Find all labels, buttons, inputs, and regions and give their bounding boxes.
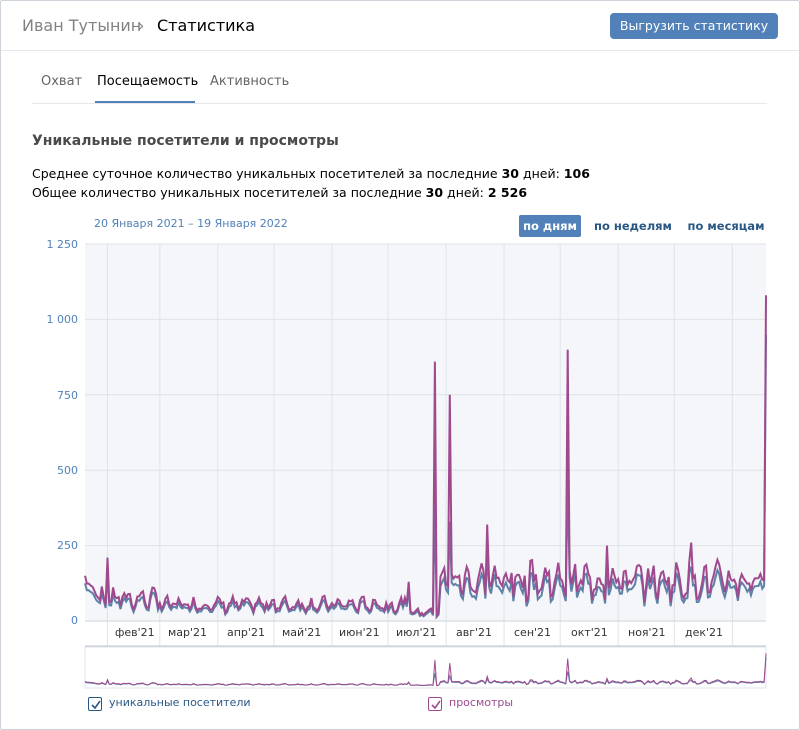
nav-views-line [84,653,767,687]
x-tick-label: июл'21 [396,626,437,639]
x-tick-label: мар'21 [168,626,208,639]
active-tab-indicator [95,101,195,103]
visitors-checkbox[interactable] [88,697,102,711]
stat-text: Среднее суточное количество уникальных п… [32,166,502,181]
y-tick-label: 500 [57,464,78,477]
page-header: Иван Тутынин › Статистика Выгрузить стат… [1,1,799,51]
legend-views-label[interactable]: просмотры [449,696,514,709]
by-days-button[interactable]: по дням [519,215,581,237]
stat-days: 30 [425,185,444,200]
x-tick-label: апр'21 [227,626,265,639]
x-tick-label: май'21 [282,626,322,639]
by-weeks-button[interactable]: по неделям [594,219,672,233]
views-line [84,295,767,619]
page-title: Статистика [157,16,255,35]
chevron-right-icon: › [138,16,145,35]
section-title: Уникальные посетители и просмотры [32,133,339,149]
x-tick-label: июн'21 [339,626,380,639]
views-checkbox[interactable] [428,697,442,711]
stats-tabs: Охват Посещаемость Активность [32,60,767,104]
tab-activity[interactable]: Активность [210,74,290,89]
x-tick-label: фев'21 [115,626,155,639]
y-tick-label: 0 [71,614,78,627]
y-tick-label: 250 [57,539,78,552]
stat-text: Общее количество уникальных посетителей … [32,185,426,200]
y-tick-label: 1 250 [46,238,79,251]
x-tick-label: окт'21 [571,626,608,639]
series-lines [84,295,767,620]
x-tick-label: авг'21 [456,626,493,639]
x-tick-label: дек'21 [685,626,724,639]
legend-visitors-label[interactable]: уникальные посетители [109,696,251,709]
tab-reach[interactable]: Охват [41,74,83,89]
navigator-lines [84,653,767,687]
by-months-button[interactable]: по месяцам [687,219,765,233]
tab-attendance[interactable]: Посещаемость [97,74,199,89]
export-stats-button[interactable]: Выгрузить статистику [610,13,778,39]
avg-daily-visitors-line: Среднее суточное количество уникальных п… [32,166,590,181]
stat-text: дней: [443,185,488,200]
x-tick-label: сен'21 [514,626,552,639]
x-tick-label: ноя'21 [628,626,666,639]
date-range[interactable]: 20 Января 2021 – 19 Января 2022 [94,217,288,230]
total-visitors-value: 2 526 [487,185,528,200]
plot-area [85,244,766,621]
visitors-line [84,334,767,620]
stat-days: 30 [501,166,519,181]
y-tick-label: 1 000 [46,313,79,326]
breadcrumb-owner-link[interactable]: Иван Тутынин [22,16,142,35]
avg-daily-visitors-value: 106 [563,166,590,181]
stat-text: дней: [519,166,564,181]
total-visitors-line: Общее количество уникальных посетителей … [32,185,527,200]
y-tick-label: 750 [57,389,78,402]
checkmark-icon [431,700,441,710]
checkmark-icon [91,700,101,710]
